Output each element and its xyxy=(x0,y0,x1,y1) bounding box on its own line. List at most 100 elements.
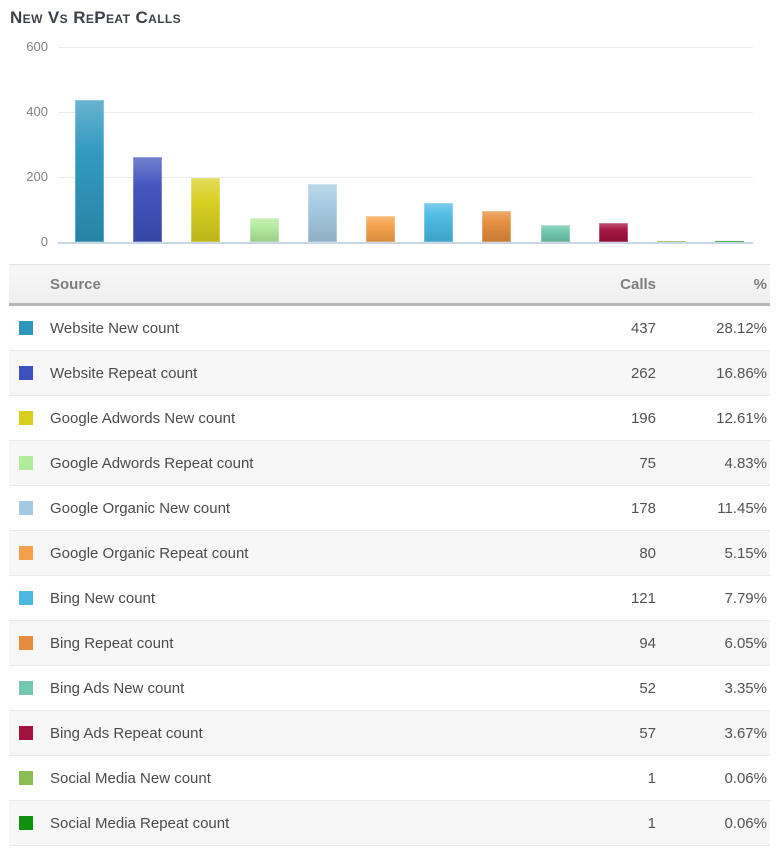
source-label: Website Repeat count xyxy=(50,364,198,382)
gridline-600 xyxy=(58,47,753,48)
series-color-swatch xyxy=(19,501,33,515)
bar-google-organic-new-count[interactable] xyxy=(307,184,337,242)
percent-value: 16.86% xyxy=(716,364,767,382)
column-header-percent: % xyxy=(753,275,767,293)
series-color-swatch xyxy=(19,771,33,785)
table-row: Bing New count 121 7.79% xyxy=(9,576,770,621)
percent-value: 4.83% xyxy=(724,454,767,472)
source-cell: Website Repeat count xyxy=(9,365,556,382)
calls-value: 437 xyxy=(630,319,656,337)
calls-value: 196 xyxy=(630,409,656,427)
gridline-400 xyxy=(58,112,753,113)
source-label: Bing Ads New count xyxy=(50,679,185,697)
calls-value: 94 xyxy=(639,634,656,652)
source-cell: Google Adwords New count xyxy=(9,410,556,427)
bar-website-new-count[interactable] xyxy=(75,100,104,242)
source-cell: Website New count xyxy=(9,320,556,337)
source-cell: Bing Ads Repeat count xyxy=(9,725,556,742)
source-label: Social Media Repeat count xyxy=(50,814,230,832)
table-row: Bing Repeat count 94 6.05% xyxy=(9,621,770,666)
table-row: Google Organic Repeat count 80 5.15% xyxy=(9,531,770,576)
percent-value: 0.06% xyxy=(724,814,767,832)
source-label: Social Media New count xyxy=(50,769,211,787)
series-color-swatch xyxy=(19,321,33,335)
source-label: Google Organic Repeat count xyxy=(50,544,249,562)
table-row: Social Media Repeat count 1 0.06% xyxy=(9,801,770,846)
source-label: Website New count xyxy=(50,319,179,337)
source-label: Google Adwords New count xyxy=(50,409,236,427)
table-row: Website Repeat count 262 16.86% xyxy=(9,351,770,396)
percent-value: 7.79% xyxy=(724,589,767,607)
gridline-200 xyxy=(58,177,753,178)
calls-value: 178 xyxy=(630,499,656,517)
bar-chart: 600 400 200 0 xyxy=(0,39,784,260)
table-row: Social Media New count 1 0.06% xyxy=(9,756,770,801)
percent-value: 12.61% xyxy=(716,409,767,427)
percent-value: 5.15% xyxy=(724,544,767,562)
bar-google-adwords-repeat-count[interactable] xyxy=(249,218,279,242)
table-header-row: Source Calls % xyxy=(9,264,770,306)
percent-value: 6.05% xyxy=(724,634,767,652)
calls-value: 1 xyxy=(647,814,656,832)
series-color-swatch xyxy=(19,726,33,740)
bar-social-media-new-count[interactable] xyxy=(657,241,686,242)
bar-google-adwords-new-count[interactable] xyxy=(191,178,221,242)
table-row: Google Adwords Repeat count 75 4.83% xyxy=(9,441,770,486)
source-cell: Bing Ads New count xyxy=(9,680,556,697)
source-cell: Social Media New count xyxy=(9,770,556,787)
y-axis-tick-200: 200 xyxy=(26,169,48,184)
table-row: Website New count 437 28.12% xyxy=(9,306,770,351)
y-axis-tick-400: 400 xyxy=(26,104,48,119)
table-row: Google Organic New count 178 11.45% xyxy=(9,486,770,531)
percent-value: 11.45% xyxy=(717,499,767,517)
percent-value: 3.35% xyxy=(724,679,767,697)
bar-bing-ads-new-count[interactable] xyxy=(540,225,570,242)
table-row: Google Adwords New count 196 12.61% xyxy=(9,396,770,441)
series-color-swatch xyxy=(19,636,33,650)
source-cell: Bing New count xyxy=(9,590,556,607)
calls-value: 52 xyxy=(639,679,656,697)
y-axis-tick-600: 600 xyxy=(26,39,48,54)
bar-social-media-repeat-count[interactable] xyxy=(715,241,745,242)
bar-website-repeat-count[interactable] xyxy=(133,157,163,242)
bar-bing-new-count[interactable] xyxy=(424,203,454,242)
percent-value: 0.06% xyxy=(724,769,767,787)
calls-value: 75 xyxy=(639,454,656,472)
calls-value: 1 xyxy=(647,769,656,787)
source-cell: Google Organic Repeat count xyxy=(9,545,556,562)
page-title: New Vs RePeat Calls xyxy=(10,8,182,27)
source-label: Google Organic New count xyxy=(50,499,231,517)
calls-value: 57 xyxy=(639,724,656,742)
y-axis-tick-0: 0 xyxy=(40,234,48,249)
source-breakdown-table: Source Calls % Website New count 437 28.12… xyxy=(9,264,770,846)
source-label: Google Adwords Repeat count xyxy=(50,454,254,472)
series-color-swatch xyxy=(19,366,33,380)
calls-value: 80 xyxy=(639,544,656,562)
bar-bing-ads-repeat-count[interactable] xyxy=(598,223,628,242)
series-color-swatch xyxy=(19,816,33,830)
source-label: Bing Ads Repeat count xyxy=(50,724,203,742)
gridline-0 xyxy=(58,242,753,244)
percent-value: 28.12% xyxy=(716,319,767,337)
series-color-swatch xyxy=(19,681,33,695)
source-cell: Google Adwords Repeat count xyxy=(9,455,556,472)
source-cell: Bing Repeat count xyxy=(9,635,556,652)
source-cell: Social Media Repeat count xyxy=(9,815,556,832)
series-color-swatch xyxy=(19,456,33,470)
calls-value: 262 xyxy=(630,364,656,382)
series-color-swatch xyxy=(19,411,33,425)
series-color-swatch xyxy=(19,591,33,605)
source-label: Bing Repeat count xyxy=(50,634,174,652)
series-color-swatch xyxy=(19,546,33,560)
calls-value: 121 xyxy=(630,589,656,607)
column-header-calls: Calls xyxy=(620,275,656,293)
bar-google-organic-repeat-count[interactable] xyxy=(366,216,395,242)
source-label: Bing New count xyxy=(50,589,156,607)
table-row: Bing Ads Repeat count 57 3.67% xyxy=(9,711,770,756)
table-row: Bing Ads New count 52 3.35% xyxy=(9,666,770,711)
percent-value: 3.67% xyxy=(724,724,767,742)
column-header-source: Source xyxy=(50,275,101,293)
bar-bing-repeat-count[interactable] xyxy=(482,211,512,242)
source-cell: Google Organic New count xyxy=(9,500,556,517)
